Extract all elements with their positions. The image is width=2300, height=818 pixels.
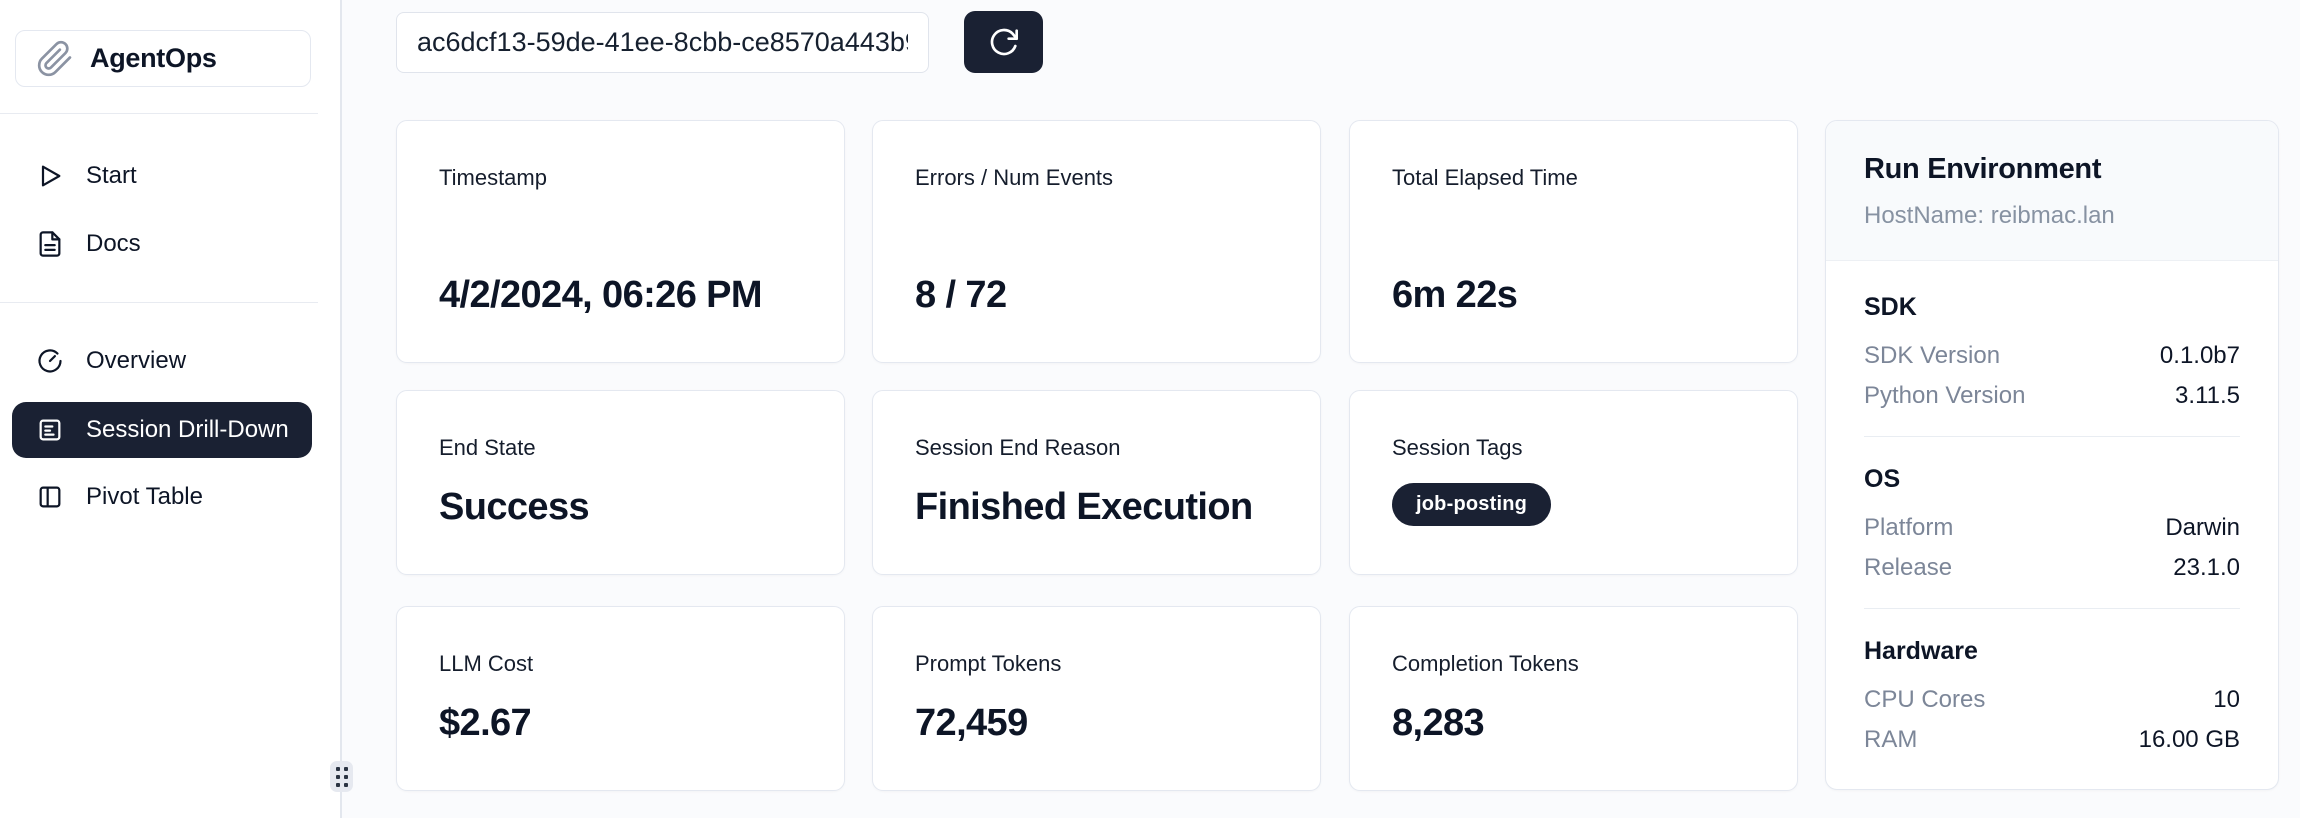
card-value: 4/2/2024, 06:26 PM — [439, 274, 763, 317]
logo[interactable]: AgentOps — [15, 30, 311, 87]
env-row-label: CPU Cores — [1864, 686, 1986, 713]
gauge-icon — [38, 349, 62, 373]
stat-card-prompt-tokens: Prompt Tokens 72,459 — [872, 606, 1321, 791]
sidebar-item-label: Session Drill-Down — [86, 416, 289, 443]
sidebar-item-start[interactable]: Start — [12, 148, 312, 204]
paperclip-logo-icon — [37, 40, 72, 76]
sidebar-divider-top — [0, 113, 318, 114]
env-row-label: Python Version — [1864, 382, 2026, 409]
refresh-icon — [990, 28, 1018, 56]
card-label: Errors / Num Events — [915, 165, 1114, 190]
hostname-text: HostName: reibmac.lan — [1864, 202, 2115, 229]
env-row-label: Platform — [1864, 514, 1954, 541]
refresh-button[interactable] — [964, 11, 1043, 73]
card-label: Session End Reason — [915, 435, 1121, 460]
run-environment-panel: Run Environment HostName: reibmac.lan SD… — [1825, 120, 2279, 790]
card-value: 8 / 72 — [915, 274, 1007, 317]
env-row-value: 10 — [2213, 686, 2240, 713]
card-label: LLM Cost — [439, 651, 534, 676]
document-icon — [39, 231, 61, 257]
env-row: SDK Version 0.1.0b7 — [1864, 342, 2240, 370]
card-value: 72,459 — [915, 702, 1028, 745]
stat-card-llm-cost: LLM Cost $2.67 — [396, 606, 845, 791]
card-label: Completion Tokens — [1392, 651, 1579, 676]
sidebar-item-docs[interactable]: Docs — [12, 216, 312, 272]
layout-columns-icon — [39, 486, 61, 508]
stat-card-completion-tokens: Completion Tokens 8,283 — [1349, 606, 1798, 791]
env-section-title: SDK — [1864, 293, 1917, 321]
main-content: Timestamp 4/2/2024, 06:26 PM Errors / Nu… — [342, 0, 2300, 818]
run-environment-header: Run Environment HostName: reibmac.lan — [1826, 121, 2278, 261]
env-row-value: 0.1.0b7 — [2159, 342, 2240, 369]
env-section-os: OS Platform Darwin Release 23.1.0 — [1864, 437, 2240, 609]
app-title: AgentOps — [90, 43, 217, 73]
env-section-title: OS — [1864, 465, 1901, 493]
card-value: $2.67 — [439, 702, 532, 745]
sidebar-item-pivot-table[interactable]: Pivot Table — [12, 469, 312, 525]
stat-card-total-elapsed-time: Total Elapsed Time 6m 22s — [1349, 120, 1798, 363]
session-id-input[interactable] — [396, 12, 929, 73]
list-icon — [39, 419, 61, 441]
card-label: End State — [439, 435, 536, 460]
env-row: RAM 16.00 GB — [1864, 726, 2240, 754]
stat-card-end-state: End State Success — [396, 390, 845, 575]
env-row-value: Darwin — [2165, 514, 2240, 541]
env-row: CPU Cores 10 — [1864, 686, 2240, 714]
session-tag-badge: job-posting — [1392, 483, 1552, 526]
stat-card-timestamp: Timestamp 4/2/2024, 06:26 PM — [396, 120, 845, 363]
sidebar-item-label: Pivot Table — [86, 483, 203, 510]
stat-card-errors-num-events: Errors / Num Events 8 / 72 — [872, 120, 1321, 363]
env-section-sdk: SDK SDK Version 0.1.0b7 Python Version 3… — [1864, 265, 2240, 437]
sidebar-item-overview[interactable]: Overview — [12, 333, 312, 389]
sidebar-item-label: Start — [86, 162, 137, 189]
env-row: Python Version 3.11.5 — [1864, 382, 2240, 410]
env-row-label: SDK Version — [1864, 342, 2001, 369]
sidebar-item-label: Overview — [86, 347, 187, 374]
sidebar: AgentOps Start Docs Overview Se — [0, 0, 340, 818]
resize-drag-handle[interactable] — [330, 761, 353, 792]
card-value: 8,283 — [1392, 702, 1485, 745]
sidebar-item-label: Docs — [86, 230, 141, 257]
card-label: Timestamp — [439, 165, 547, 190]
card-label: Total Elapsed Time — [1392, 165, 1578, 190]
env-row-value: 3.11.5 — [2175, 382, 2240, 409]
card-label: Session Tags — [1392, 435, 1523, 460]
sidebar-resize-divider[interactable] — [340, 0, 342, 818]
stat-card-session-tags: Session Tags job-posting — [1349, 390, 1798, 575]
run-environment-body: SDK SDK Version 0.1.0b7 Python Version 3… — [1826, 261, 2278, 789]
play-icon — [41, 165, 61, 187]
env-row-label: Release — [1864, 554, 1953, 581]
sidebar-item-session-drill-down[interactable]: Session Drill-Down — [12, 402, 312, 458]
run-environment-title: Run Environment — [1864, 153, 2102, 185]
env-section-hardware: Hardware CPU Cores 10 RAM 16.00 GB — [1864, 609, 2240, 780]
env-row: Platform Darwin — [1864, 514, 2240, 542]
card-value: Success — [439, 486, 590, 529]
env-row-value: 16.00 GB — [2138, 726, 2240, 753]
env-row: Release 23.1.0 — [1864, 554, 2240, 582]
card-value: Finished Execution — [915, 486, 1253, 529]
env-row-label: RAM — [1864, 726, 1918, 753]
env-section-title: Hardware — [1864, 637, 1978, 665]
stat-card-session-end-reason: Session End Reason Finished Execution — [872, 390, 1321, 575]
env-row-value: 23.1.0 — [2173, 554, 2240, 581]
card-value: 6m 22s — [1392, 274, 1518, 317]
card-label: Prompt Tokens — [915, 651, 1062, 676]
sidebar-divider-middle — [0, 302, 318, 303]
